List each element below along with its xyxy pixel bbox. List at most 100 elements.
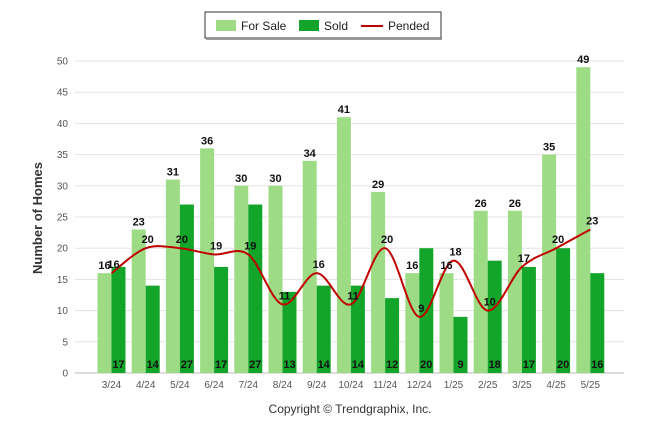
for-sale-bar [507, 210, 522, 373]
legend-swatch-for-sale [216, 20, 236, 31]
pended-data-label: 20 [176, 234, 188, 246]
sold-data-label: 17 [215, 359, 227, 371]
bars [97, 67, 605, 374]
sold-bar [521, 266, 536, 373]
for-sale-bar [336, 117, 351, 373]
pended-data-label: 19 [244, 240, 256, 252]
for-sale-bar [405, 273, 420, 373]
sold-data-label: 16 [591, 359, 603, 371]
for-sale-bar [576, 67, 591, 374]
sold-bar [453, 316, 468, 373]
sold-data-label: 17 [523, 359, 535, 371]
x-axis-ticks: 3/24 4/24 5/24 6/24 7/24 8/24 9/24 10/24 11/24 12… [102, 380, 601, 391]
pended-line [110, 228, 591, 318]
legend-label-pended: Pended [388, 19, 429, 33]
pended-data-label: 20 [381, 234, 393, 246]
sold-data-label: 18 [489, 359, 501, 371]
x-tick-label: 5/25 [581, 380, 601, 391]
y-tick-label: 20 [57, 244, 69, 255]
sold-data-label: 27 [181, 359, 193, 371]
sold-bar [487, 260, 502, 373]
x-tick-label: 3/24 [102, 380, 122, 391]
pended-data-label: 17 [518, 253, 530, 265]
pended-data-label: 11 [279, 290, 291, 302]
for-sale-data-label: 16 [440, 260, 452, 272]
sold-bar [385, 298, 400, 373]
x-tick-label: 9/24 [307, 380, 327, 391]
y-tick-label: 30 [57, 181, 69, 192]
legend-label-sold: Sold [324, 19, 348, 33]
sold-data-label: 9 [457, 359, 463, 371]
legend: For Sale Sold Pended [204, 11, 442, 40]
sold-data-label: 14 [352, 359, 365, 371]
for-sale-data-label: 34 [304, 148, 317, 160]
for-sale-data-label: 16 [406, 260, 418, 272]
y-tick-label: 0 [62, 369, 68, 380]
y-tick-label: 40 [57, 119, 69, 130]
sold-data-label: 20 [420, 359, 432, 371]
sold-bar [316, 285, 331, 373]
pended-data-label: 16 [107, 259, 119, 271]
sold-bar [282, 291, 297, 373]
y-tick-label: 45 [57, 88, 69, 99]
x-tick-label: 12/24 [407, 380, 432, 391]
legend-swatch-sold [299, 20, 319, 31]
y-tick-label: 15 [57, 275, 69, 286]
sold-data-label: 14 [147, 359, 160, 371]
sold-data-label: 27 [249, 359, 261, 371]
for-sale-bar [439, 273, 454, 373]
x-tick-label: 6/24 [204, 380, 224, 391]
pended-data-label: 23 [586, 215, 598, 227]
for-sale-data-label: 26 [509, 198, 521, 210]
y-tick-label: 10 [57, 306, 69, 317]
y-axis-ticks: 0 5 10 15 20 25 30 35 40 45 50 [57, 57, 69, 380]
y-axis-label: Number of Homes [30, 162, 45, 274]
for-sale-data-label: 31 [167, 167, 179, 179]
x-tick-label: 2/25 [478, 380, 498, 391]
pended-data-label: 11 [347, 290, 359, 302]
x-tick-label: 4/24 [136, 380, 156, 391]
for-sale-data-label: 49 [577, 54, 589, 66]
for-sale-data-label: 36 [201, 135, 213, 147]
x-tick-label: 10/24 [338, 380, 363, 391]
sold-bar [248, 204, 263, 373]
sold-bar [590, 273, 605, 373]
for-sale-bar [371, 192, 386, 373]
for-sale-bar [131, 229, 146, 373]
for-sale-data-label: 30 [269, 173, 281, 185]
sold-data-label: 12 [386, 359, 398, 371]
sold-bar [350, 285, 365, 373]
for-sale-bar [473, 210, 488, 373]
x-tick-label: 11/24 [373, 380, 398, 391]
for-sale-bar [302, 160, 317, 373]
y-tick-label: 5 [62, 337, 68, 348]
for-sale-data-label: 23 [133, 216, 145, 228]
data-labels: 16 17 23 14 31 27 36 17 30 27 30 13 34 14 41 14 29 12 16 20… [98, 54, 603, 371]
x-tick-label: 3/25 [512, 380, 532, 391]
sold-bar [556, 248, 571, 373]
y-tick-label: 50 [57, 57, 69, 68]
sold-bar [179, 204, 194, 373]
x-tick-label: 7/24 [239, 380, 259, 391]
for-sale-data-label: 41 [338, 104, 350, 116]
for-sale-bar [542, 154, 557, 373]
for-sale-data-label: 29 [372, 179, 384, 191]
legend-box [204, 11, 442, 39]
x-tick-label: 1/25 [444, 380, 464, 391]
sold-data-label: 20 [557, 359, 569, 371]
pended-data-label: 18 [449, 247, 461, 259]
y-tick-label: 25 [57, 213, 69, 224]
for-sale-bar [268, 185, 283, 373]
for-sale-bar [234, 185, 249, 373]
sold-bar [214, 266, 229, 373]
pended-data-label: 20 [142, 234, 154, 246]
x-tick-label: 8/24 [273, 380, 293, 391]
for-sale-bar [200, 148, 215, 373]
sold-data-label: 13 [283, 359, 295, 371]
sold-data-label: 14 [318, 359, 331, 371]
copyright-footer: Copyright © Trendgraphix, Inc. [269, 402, 432, 416]
pended-data-label: 19 [210, 240, 222, 252]
pended-line-group [110, 228, 591, 318]
pended-data-label: 9 [418, 303, 424, 315]
